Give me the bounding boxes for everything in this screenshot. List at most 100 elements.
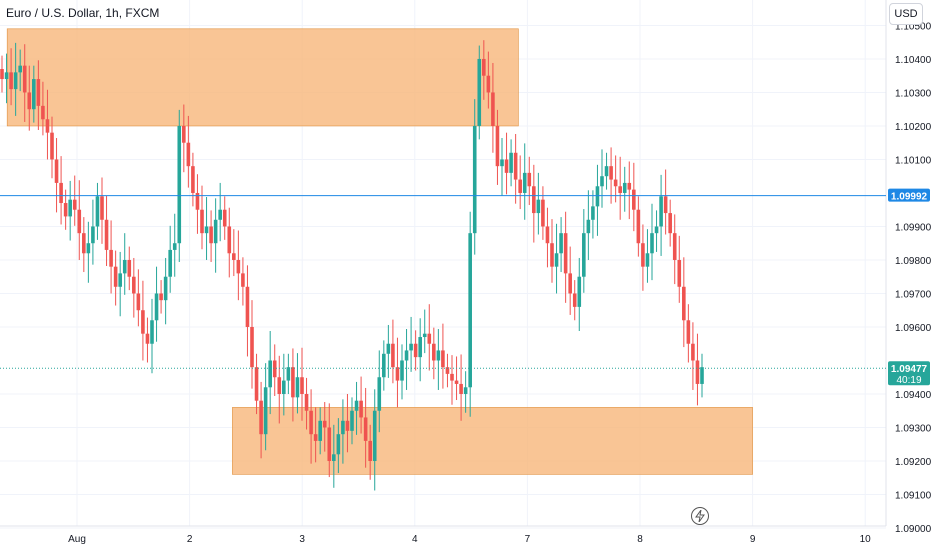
- candle-body: [363, 417, 368, 441]
- y-tick-label: 1.10300: [895, 88, 932, 99]
- candle-body: [595, 186, 600, 207]
- y-tick-label: 1.09700: [895, 289, 932, 300]
- candle-body: [545, 226, 550, 244]
- candle-body: [341, 420, 345, 435]
- candle-body: [463, 387, 468, 394]
- candle-body: [318, 420, 322, 441]
- y-tick-label: 1.09300: [895, 423, 932, 434]
- candle-body: [63, 203, 68, 217]
- candle-body: [18, 65, 22, 73]
- candle-body: [668, 213, 672, 234]
- candle-body: [41, 105, 45, 120]
- candle-body: [382, 353, 386, 378]
- candle-body: [72, 199, 77, 210]
- candle-body: [59, 182, 63, 204]
- candle-body: [122, 259, 127, 274]
- candle-body: [27, 92, 32, 110]
- candle-body: [313, 434, 318, 441]
- y-tick-label: 1.10100: [895, 155, 932, 166]
- candle-body: [268, 360, 272, 388]
- candle-body: [127, 259, 132, 277]
- candle-body: [391, 343, 395, 368]
- candle-body: [472, 125, 477, 234]
- candle-body: [159, 293, 163, 301]
- candle-body: [177, 125, 182, 244]
- x-tick-label: 7: [525, 534, 531, 545]
- candle-body: [50, 132, 54, 160]
- candle-body: [191, 166, 195, 193]
- countdown-label: 40:19: [896, 375, 921, 386]
- candle-body: [427, 333, 432, 344]
- candle-body: [577, 276, 582, 307]
- lightning-icon[interactable]: [691, 507, 709, 525]
- candle-body: [468, 233, 472, 388]
- candle-body: [109, 249, 113, 267]
- candle-body: [459, 383, 463, 394]
- candle-body: [368, 440, 372, 461]
- candle-body: [245, 286, 250, 327]
- candle-body: [554, 253, 559, 267]
- y-tick-label: 1.10400: [895, 55, 932, 66]
- candle-body: [186, 142, 191, 167]
- candle-body: [527, 172, 532, 187]
- candle-body: [54, 159, 59, 183]
- candle-body: [0, 69, 4, 80]
- candle-body: [695, 360, 700, 384]
- candle-body: [582, 233, 586, 277]
- candle-body: [113, 266, 118, 287]
- candle-body: [654, 226, 659, 234]
- x-tick-label: 9: [750, 534, 756, 545]
- y-tick-label: 1.10500: [895, 21, 932, 32]
- candle-body: [227, 226, 232, 254]
- candle-body: [263, 387, 268, 435]
- candle-body: [204, 226, 209, 234]
- candle-body: [213, 219, 218, 244]
- candle-body: [295, 377, 300, 398]
- candle-body: [482, 58, 486, 76]
- x-tick-label: 10: [860, 534, 872, 545]
- candle-body: [145, 333, 150, 344]
- candle-body: [436, 350, 441, 361]
- x-tick-label: 2: [187, 534, 193, 545]
- y-tick-label: 1.09000: [895, 524, 932, 535]
- candle-body: [550, 243, 554, 267]
- candle-body: [645, 253, 650, 267]
- candle-body: [572, 293, 577, 307]
- candle-body: [172, 243, 177, 250]
- supply-demand-zone: [6, 28, 519, 127]
- candle-body: [22, 65, 27, 93]
- candle-body: [4, 72, 9, 80]
- candle-body: [68, 199, 72, 217]
- candle-body: [422, 333, 427, 338]
- candle-body: [686, 320, 691, 344]
- candle-body: [350, 410, 354, 431]
- y-tick-label: 1.09200: [895, 457, 932, 468]
- candle-body: [613, 179, 618, 187]
- candle-body: [132, 276, 136, 294]
- candle-body: [200, 209, 204, 234]
- candle-body: [395, 367, 400, 381]
- candle-body: [254, 367, 259, 401]
- x-tick-label: 8: [637, 534, 643, 545]
- candle-body: [154, 293, 159, 321]
- candle-body: [404, 350, 409, 361]
- candle-body: [513, 152, 518, 180]
- y-tick-label: 1.09800: [895, 256, 932, 267]
- candle-body: [627, 182, 632, 190]
- candle-body: [182, 125, 186, 143]
- currency-button[interactable]: USD: [889, 3, 923, 25]
- candle-body: [32, 79, 36, 110]
- candle-body: [495, 125, 500, 167]
- candle-body: [700, 367, 704, 384]
- candle-body: [327, 427, 332, 461]
- candle-body: [400, 360, 404, 381]
- candle-body: [86, 243, 91, 254]
- candle-body: [659, 196, 663, 227]
- candle-body: [282, 380, 286, 394]
- candle-body: [650, 233, 654, 254]
- candle-body: [218, 209, 222, 220]
- candle-body: [600, 176, 604, 187]
- candle-body: [504, 159, 509, 173]
- candle-body: [636, 209, 641, 244]
